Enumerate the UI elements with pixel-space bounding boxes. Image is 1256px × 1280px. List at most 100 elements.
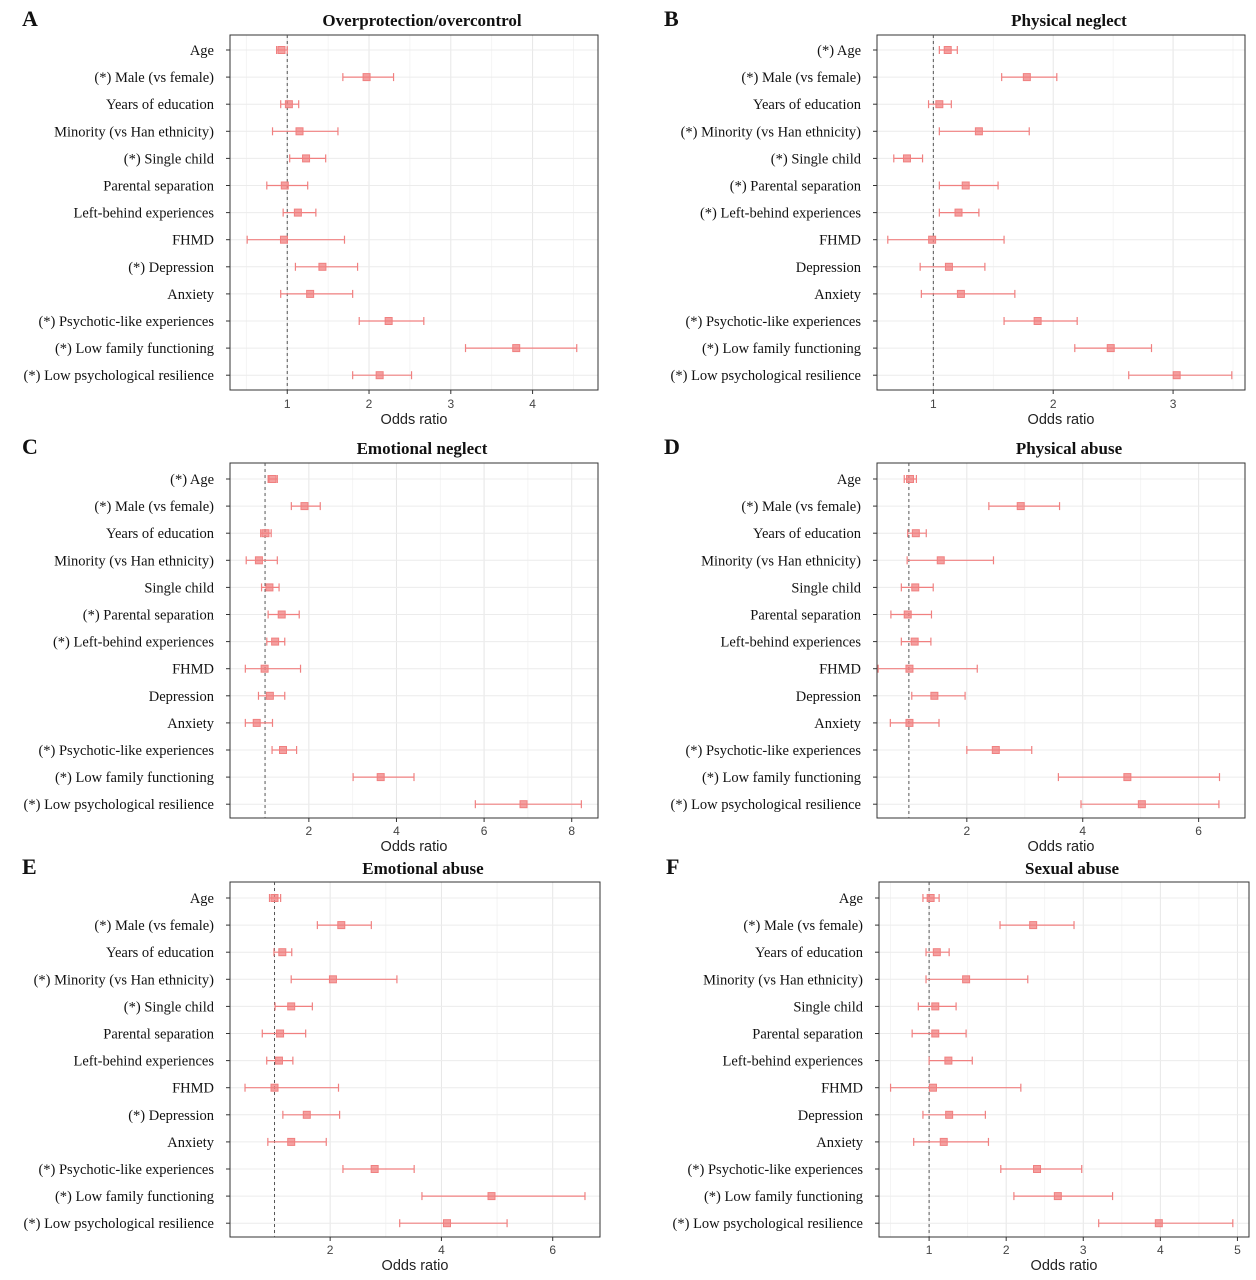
forest-panel-d: Age (*) Male (vs female) Years of educatio…: [664, 434, 1246, 855]
odds-ratio-point: [903, 610, 912, 619]
panel-title: Physical neglect: [1011, 11, 1127, 30]
odds-ratio-point: [961, 181, 970, 190]
odds-ratio-point: [939, 1137, 948, 1146]
panel-letter: E: [22, 854, 37, 879]
x-tick-label: 3: [1170, 397, 1177, 411]
odds-ratio-point: [487, 1192, 496, 1201]
odds-ratio-point: [270, 1083, 279, 1092]
odds-ratio-point: [906, 475, 915, 483]
odds-ratio-point: [512, 344, 521, 353]
odds-ratio-point: [943, 46, 952, 54]
row-label: (*) Male (vs female): [743, 918, 863, 934]
row-label: (*) Low psychological resilience: [24, 368, 214, 384]
odds-ratio-point: [287, 1137, 296, 1146]
row-label: (*) Psychotic-like experiences: [687, 1162, 863, 1178]
row-label: Age: [190, 891, 214, 907]
row-label: (*) Psychotic-like experiences: [685, 314, 861, 330]
odds-ratio-point: [910, 637, 919, 646]
odds-ratio-point: [931, 1002, 940, 1011]
row-label: (*) Low psychological resilience: [24, 1216, 214, 1232]
odds-ratio-point: [936, 556, 945, 565]
row-label: (*) Low psychological resilience: [671, 368, 861, 384]
x-tick-label: 8: [568, 824, 575, 838]
row-label: (*) Low family functioning: [702, 770, 861, 786]
odds-ratio-point: [274, 1056, 283, 1065]
row-label: (*) Single child: [124, 151, 215, 167]
row-label: (*) Male (vs female): [741, 499, 861, 515]
row-label: Anxiety: [814, 287, 861, 303]
odds-ratio-point: [302, 154, 311, 163]
x-tick-label: 4: [529, 397, 536, 411]
row-label: Single child: [144, 580, 214, 596]
x-tick-label: 4: [1079, 824, 1086, 838]
panel-title: Emotional neglect: [357, 439, 488, 458]
odds-ratio-point: [1033, 1165, 1042, 1173]
row-label: (*) Low family functioning: [704, 1189, 863, 1205]
row-label: FHMD: [819, 233, 861, 249]
forest-panel-c: (*) Age (*) Male (vs female) Years of educ…: [22, 434, 599, 855]
panel-letter: D: [664, 434, 680, 459]
odds-ratio-point: [932, 948, 941, 957]
odds-ratio-point: [928, 1083, 937, 1092]
odds-ratio-point: [1172, 371, 1181, 380]
row-label: Age: [837, 472, 861, 488]
row-label: (*) Male (vs female): [94, 499, 214, 515]
row-label: (*) Male (vs female): [741, 70, 861, 86]
row-label: Years of education: [753, 97, 862, 113]
odds-ratio-point: [270, 894, 279, 902]
row-label: Left-behind experiences: [721, 635, 862, 651]
odds-ratio-point: [265, 691, 274, 700]
odds-ratio-point: [293, 208, 302, 217]
row-label: Anxiety: [167, 287, 214, 303]
x-tick-label: 4: [393, 824, 400, 838]
odds-ratio-point: [318, 262, 327, 271]
x-tick-label: 4: [438, 1243, 445, 1257]
odds-ratio-point: [442, 1219, 451, 1228]
row-label: Parental separation: [752, 1027, 863, 1043]
x-tick-label: 6: [481, 824, 488, 838]
row-label: FHMD: [172, 1081, 214, 1097]
row-label: FHMD: [172, 662, 214, 678]
plot-border: [878, 881, 1250, 1238]
row-label: (*) Single child: [771, 151, 862, 167]
plot-border: [876, 462, 1246, 819]
row-label: Left-behind experiences: [74, 1054, 215, 1070]
row-label: Years of education: [753, 526, 862, 542]
row-label: (*) Left-behind experiences: [700, 206, 861, 222]
panel-letter: F: [666, 854, 679, 879]
odds-ratio-point: [295, 127, 304, 136]
x-tick-label: 2: [366, 397, 373, 411]
row-label: Depression: [796, 260, 862, 276]
odds-ratio-point: [928, 235, 937, 244]
row-label: Left-behind experiences: [74, 206, 215, 222]
odds-ratio-point: [300, 502, 309, 511]
x-tick-label: 2: [327, 1243, 334, 1257]
odds-ratio-point: [962, 975, 971, 984]
row-label: (*) Minority (vs Han ethnicity): [681, 124, 862, 140]
plot-area: [879, 882, 1249, 1237]
row-label: Depression: [796, 689, 862, 705]
row-label: FHMD: [819, 662, 861, 678]
odds-ratio-point: [254, 556, 263, 565]
x-tick-label: 1: [284, 397, 291, 411]
x-tick-label: 3: [1080, 1243, 1087, 1257]
row-label: (*) Low family functioning: [55, 1189, 214, 1205]
row-label: (*) Depression: [128, 260, 215, 276]
odds-ratio-point: [276, 1029, 285, 1038]
row-label: (*) Low psychological resilience: [673, 1216, 863, 1232]
forest-panel-a: Age (*) Male (vs female) Years of educatio…: [22, 6, 599, 428]
row-label: (*) Low family functioning: [702, 341, 861, 357]
forest-panel-e: Age (*) Male (vs female) Years of educatio…: [22, 854, 601, 1274]
odds-ratio-point: [931, 1029, 940, 1038]
odds-ratio-point: [277, 46, 286, 54]
panel-letter: B: [664, 6, 679, 31]
odds-ratio-point: [376, 773, 385, 782]
panel-letter: A: [22, 6, 38, 31]
row-label: Parental separation: [103, 1027, 214, 1043]
row-label: (*) Single child: [124, 999, 215, 1015]
row-label: (*) Low family functioning: [55, 770, 214, 786]
x-axis-label: Odds ratio: [381, 412, 448, 428]
odds-ratio-point: [260, 664, 269, 673]
x-tick-label: 2: [1050, 397, 1057, 411]
